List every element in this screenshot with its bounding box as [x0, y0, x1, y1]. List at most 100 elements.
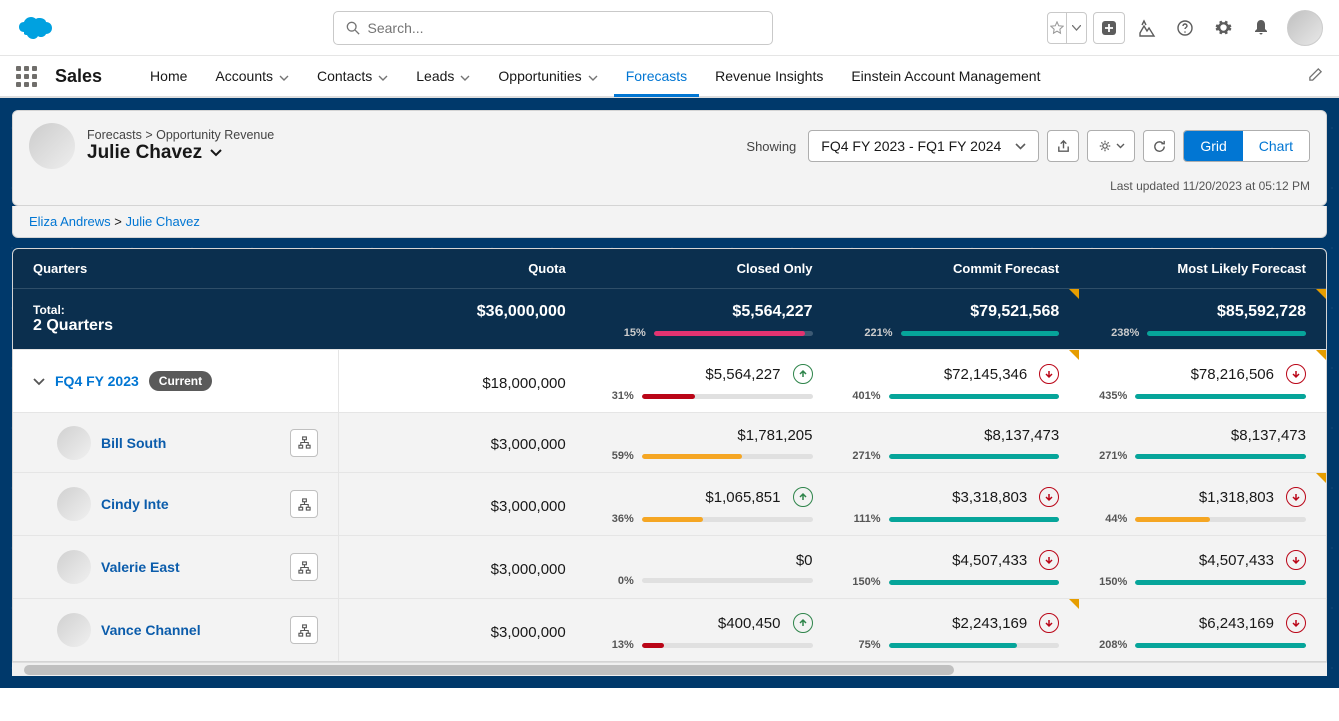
period-selector[interactable]: FQ4 FY 2023 - FQ1 FY 2024	[808, 130, 1039, 162]
header-actions	[1047, 10, 1323, 46]
person-quota: $3,000,000	[347, 624, 566, 641]
hierarchy-icon[interactable]	[290, 490, 318, 518]
progress-bar	[642, 394, 813, 399]
person-name[interactable]: Cindy Inte	[101, 496, 169, 512]
search-wrap	[58, 11, 1047, 45]
person-avatar[interactable]	[57, 550, 91, 584]
metric-value: $8,137,473	[1231, 427, 1306, 444]
hierarchy-icon[interactable]	[290, 429, 318, 457]
chevron-down-icon	[210, 149, 222, 157]
hierarchy-icon[interactable]	[290, 553, 318, 581]
person-quota: $3,000,000	[347, 436, 566, 453]
person-name[interactable]: Bill South	[101, 435, 166, 451]
breadcrumb-parent[interactable]: Eliza Andrews	[29, 214, 111, 229]
progress-bar	[1135, 643, 1306, 648]
person-avatar[interactable]	[57, 487, 91, 521]
nav-item-forecasts[interactable]: Forecasts	[614, 58, 699, 97]
nav-item-opportunities[interactable]: Opportunities	[486, 58, 609, 95]
share-icon[interactable]	[1047, 130, 1079, 162]
quarter-row[interactable]: FQ4 FY 2023 Current $18,000,000 $5,564,2…	[13, 349, 1326, 412]
person-row[interactable]: Bill South$3,000,000$1,781,20559%$8,137,…	[13, 412, 1326, 472]
metric-pct: 15%	[606, 327, 646, 339]
grid-view-button[interactable]: Grid	[1184, 131, 1242, 161]
nav-item-einstein-account-management[interactable]: Einstein Account Management	[839, 58, 1052, 95]
expand-chevron-icon[interactable]	[33, 373, 45, 389]
hierarchy-icon[interactable]	[290, 616, 318, 644]
horizontal-scrollbar[interactable]	[12, 662, 1327, 676]
metric-value: $5,564,227	[705, 366, 780, 383]
trend-down-icon	[1286, 613, 1306, 633]
col-commit: Commit Forecast	[833, 249, 1080, 288]
nav-item-home[interactable]: Home	[138, 58, 199, 95]
settings-dropdown[interactable]	[1087, 130, 1135, 162]
trend-down-icon	[1286, 550, 1306, 570]
metric-value: $2,243,169	[952, 615, 1027, 632]
progress-bar	[1135, 454, 1306, 459]
chevron-down-icon[interactable]	[1067, 13, 1086, 43]
edit-nav-icon[interactable]	[1308, 67, 1323, 85]
profile-avatar[interactable]	[1287, 10, 1323, 46]
metric-pct: 36%	[594, 513, 634, 525]
breadcrumb-current[interactable]: Julie Chavez	[125, 214, 199, 229]
gear-icon	[1098, 139, 1112, 153]
person-row[interactable]: Vance Channel$3,000,000$400,45013%$2,243…	[13, 598, 1326, 661]
add-icon[interactable]	[1093, 12, 1125, 44]
quarter-label[interactable]: FQ4 FY 2023	[55, 373, 139, 389]
app-launcher-icon[interactable]	[16, 66, 37, 87]
progress-bar	[642, 517, 813, 522]
metric-value: $6,243,169	[1199, 615, 1274, 632]
current-pill: Current	[149, 371, 212, 391]
owner-avatar[interactable]	[29, 123, 75, 169]
owner-name-dropdown[interactable]: Julie Chavez	[87, 142, 274, 164]
search-icon	[346, 21, 360, 35]
metric-value: $5,564,227	[732, 303, 812, 321]
hierarchy-breadcrumb: Eliza Andrews > Julie Chavez	[12, 206, 1327, 238]
metric-value: $1,065,851	[705, 489, 780, 506]
nav-item-revenue-insights[interactable]: Revenue Insights	[703, 58, 835, 95]
notifications-bell-icon[interactable]	[1245, 12, 1277, 44]
metric-pct: 111%	[841, 513, 881, 525]
total-row: Total: 2 Quarters $36,000,000 $5,564,227…	[13, 288, 1326, 349]
progress-bar	[889, 580, 1060, 585]
trailhead-icon[interactable]	[1131, 12, 1163, 44]
refresh-icon[interactable]	[1143, 130, 1175, 162]
last-updated: Last updated 11/20/2023 at 05:12 PM	[29, 179, 1310, 193]
global-search[interactable]	[333, 11, 773, 45]
nav-item-contacts[interactable]: Contacts	[305, 58, 400, 95]
person-quota: $3,000,000	[347, 561, 566, 578]
showing-label: Showing	[746, 139, 796, 154]
period-value: FQ4 FY 2023 - FQ1 FY 2024	[821, 138, 1001, 154]
app-name: Sales	[55, 66, 102, 87]
owner-name: Julie Chavez	[87, 142, 202, 164]
metric-value: $8,137,473	[984, 427, 1059, 444]
view-toggle: Grid Chart	[1183, 130, 1310, 162]
progress-bar	[1147, 331, 1306, 336]
metric-pct: 75%	[841, 639, 881, 651]
help-icon[interactable]	[1169, 12, 1201, 44]
favorite-combo[interactable]	[1047, 12, 1087, 44]
chart-view-button[interactable]: Chart	[1243, 131, 1309, 161]
metric-value: $85,592,728	[1217, 303, 1306, 321]
setup-gear-icon[interactable]	[1207, 12, 1239, 44]
person-name[interactable]: Valerie East	[101, 559, 180, 575]
scrollbar-thumb[interactable]	[24, 665, 954, 675]
nav-item-leads[interactable]: Leads	[404, 58, 482, 95]
trend-down-icon	[1039, 613, 1059, 633]
person-row[interactable]: Valerie East$3,000,000$00%$4,507,433150%…	[13, 535, 1326, 598]
person-row[interactable]: Cindy Inte$3,000,000$1,065,85136%$3,318,…	[13, 472, 1326, 535]
star-icon[interactable]	[1048, 13, 1067, 43]
search-input[interactable]	[368, 20, 760, 36]
person-avatar[interactable]	[57, 613, 91, 647]
person-name[interactable]: Vance Channel	[101, 622, 201, 638]
trend-up-icon	[793, 613, 813, 633]
col-likely: Most Likely Forecast	[1079, 249, 1326, 288]
salesforce-logo[interactable]	[16, 14, 58, 42]
quarter-quota: $18,000,000	[347, 375, 566, 392]
global-header	[0, 0, 1339, 56]
metric-pct: 221%	[853, 327, 893, 339]
trend-down-icon	[1039, 550, 1059, 570]
col-closed: Closed Only	[586, 249, 833, 288]
person-avatar[interactable]	[57, 426, 91, 460]
progress-bar	[642, 454, 813, 459]
nav-item-accounts[interactable]: Accounts	[203, 58, 301, 95]
